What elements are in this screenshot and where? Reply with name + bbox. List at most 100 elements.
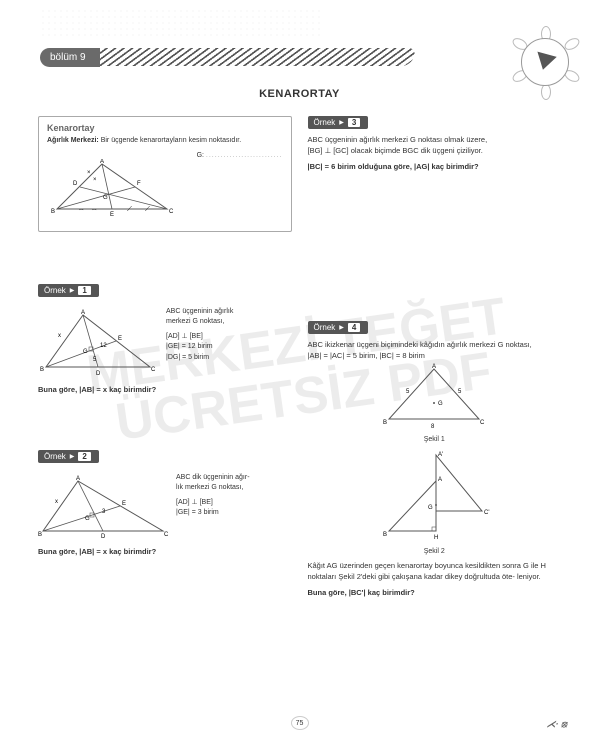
- svg-text:5: 5: [406, 389, 410, 395]
- ex4-intro1: ABC ikizkenar üçgeni biçimindeki kâğıdın…: [308, 340, 562, 351]
- ex2-question: Buna göre, |AB| = x kaç birimdir?: [38, 547, 292, 556]
- ex1-d1: [AD] ⊥ [BE]: [166, 332, 233, 343]
- example-label: Örnek: [314, 323, 336, 332]
- svg-text:E: E: [110, 212, 114, 218]
- example-number: 4: [348, 323, 360, 332]
- ex2-intro2: lık merkezi G noktası,: [176, 483, 250, 494]
- svg-text:3: 3: [102, 509, 106, 515]
- example-number: 1: [78, 286, 90, 295]
- svg-text:12: 12: [100, 343, 107, 349]
- svg-text:C: C: [164, 532, 168, 538]
- ex3-intro2: [BG] ⊥ [GC] olacak biçimde BGC dik üçgen…: [308, 146, 562, 157]
- svg-text:B: B: [40, 367, 44, 373]
- svg-text:A: A: [76, 476, 80, 482]
- svg-text:C: C: [480, 420, 485, 426]
- svg-text:A: A: [432, 364, 436, 370]
- chapter-label: bölüm 9: [40, 48, 100, 67]
- svg-text:A: A: [438, 477, 442, 483]
- page-number: 75: [291, 716, 309, 730]
- content-area: Kenarortay Ağırlık Merkezi: Bir üçgende …: [38, 116, 561, 712]
- svg-text:C: C: [151, 367, 156, 373]
- g-label: G:: [197, 152, 204, 159]
- svg-text:E: E: [118, 336, 122, 342]
- svg-text:F: F: [137, 181, 141, 187]
- right-column: Örnek ▶ 3 ABC üçgeninin ağırlık merkezi …: [308, 116, 562, 712]
- svg-text:C': C': [484, 510, 489, 516]
- example-badge: Örnek ▶ 3: [308, 116, 369, 129]
- example-label: Örnek: [44, 286, 66, 295]
- svg-text:5: 5: [458, 389, 462, 395]
- ex2-d2: |GE| = 3 birim: [176, 508, 250, 519]
- ex1-d2: |GE| = 12 birim: [166, 342, 233, 353]
- ex3-intro1: ABC üçgeninin ağırlık merkezi G noktası …: [308, 135, 562, 146]
- info-box-strong: Ağırlık Merkezi:: [47, 137, 99, 144]
- play-icon: [533, 52, 556, 73]
- page-title: KENARORTAY: [0, 88, 599, 100]
- ex4-figure1: A B C G 5 5 8: [374, 361, 494, 431]
- ex1-figure: A B C D E G x 12 5: [38, 307, 158, 379]
- info-box-figure: A B C D F E G ⌢⌢ ⟋⟋ ××: [47, 159, 177, 221]
- triangle-icon: ▶: [339, 119, 344, 126]
- example-badge: Örnek ▶ 4: [308, 321, 369, 334]
- svg-text:D: D: [96, 371, 101, 377]
- svg-text:B: B: [383, 532, 387, 538]
- ex4-caption1: Şekil 1: [308, 436, 562, 443]
- chapter-header: bölüm 9: [40, 46, 414, 68]
- svg-text:G: G: [103, 195, 108, 201]
- example-1: Örnek ▶ 1 A B C D E G: [38, 284, 292, 394]
- ex1-intro1: ABC üçgeninin ağırlık: [166, 307, 233, 318]
- ex1-intro2: merkezi G noktası,: [166, 317, 233, 328]
- example-badge: Örnek ▶ 2: [38, 450, 99, 463]
- svg-text:×: ×: [87, 170, 91, 176]
- g-dots: ..........................: [206, 152, 283, 159]
- svg-text:⟋: ⟋: [145, 205, 150, 213]
- example-label: Örnek: [44, 452, 66, 461]
- svg-text:x: x: [58, 333, 61, 339]
- ex1-d3: |DG| = 5 birim: [166, 353, 233, 364]
- example-2: Örnek ▶ 2 A B C D E G: [38, 450, 292, 556]
- svg-text:G: G: [85, 516, 90, 522]
- svg-text:E: E: [122, 501, 126, 507]
- svg-text:⟋: ⟋: [127, 205, 132, 213]
- svg-text:B: B: [383, 420, 387, 426]
- svg-text:D: D: [101, 534, 106, 540]
- svg-text:G: G: [428, 505, 433, 511]
- ex4-intro2: |AB| = |AC| = 5 birim, |BC| = 8 birim: [308, 351, 562, 362]
- triangle-icon: ▶: [70, 287, 75, 294]
- example-number: 2: [78, 452, 90, 461]
- svg-text:G: G: [438, 401, 443, 407]
- chapter-stripes: [90, 48, 417, 66]
- svg-text:B: B: [38, 532, 42, 538]
- ex1-question: Buna göre, |AB| = x kaç birimdir?: [38, 385, 292, 394]
- svg-text:H: H: [434, 535, 438, 541]
- ex4-question: Buna göre, |BC'| kaç birimdir?: [308, 588, 562, 597]
- example-number: 3: [348, 118, 360, 127]
- example-4: Örnek ▶ 4 ABC ikizkenar üçgeni biçiminde…: [308, 321, 562, 597]
- ex2-intro1: ABC dik üçgeninin ağır-: [176, 473, 250, 484]
- ex2-figure: A B C D E G x 3: [38, 473, 168, 541]
- info-box-title: Kenarortay: [47, 123, 283, 133]
- page-footer: 75: [291, 716, 309, 730]
- svg-text:⌢: ⌢: [79, 206, 84, 213]
- svg-text:A': A': [438, 452, 443, 458]
- svg-text:×: ×: [93, 177, 97, 183]
- triangle-icon: ▶: [339, 324, 344, 331]
- info-box-text: Bir üçgende kenarortayların kesim noktas…: [99, 137, 241, 144]
- header-dot-pattern: [40, 8, 320, 36]
- svg-text:B: B: [51, 209, 55, 215]
- ex4-figure2: A' A B C' G H: [374, 449, 494, 543]
- ex4-caption2: Şekil 2: [308, 548, 562, 555]
- svg-text:G: G: [83, 349, 88, 355]
- info-box: Kenarortay Ağırlık Merkezi: Bir üçgende …: [38, 116, 292, 232]
- svg-text:A: A: [81, 310, 85, 316]
- triangle-icon: ▶: [70, 453, 75, 460]
- example-3: Örnek ▶ 3 ABC üçgeninin ağırlık merkezi …: [308, 116, 562, 171]
- left-column: Kenarortay Ağırlık Merkezi: Bir üçgende …: [38, 116, 292, 712]
- svg-text:D: D: [73, 181, 78, 187]
- ex2-d1: [AD] ⊥ [BE]: [176, 498, 250, 509]
- ex4-outro: Kâğıt AG üzerinden geçen kenarortay boyu…: [308, 561, 562, 582]
- ex3-question: |BC| = 6 birim olduğuna göre, |AG| kaç b…: [308, 162, 562, 171]
- footer-logo: ⋌· ⦻: [547, 719, 567, 730]
- svg-text:⌢: ⌢: [92, 206, 97, 213]
- svg-text:A: A: [100, 159, 104, 165]
